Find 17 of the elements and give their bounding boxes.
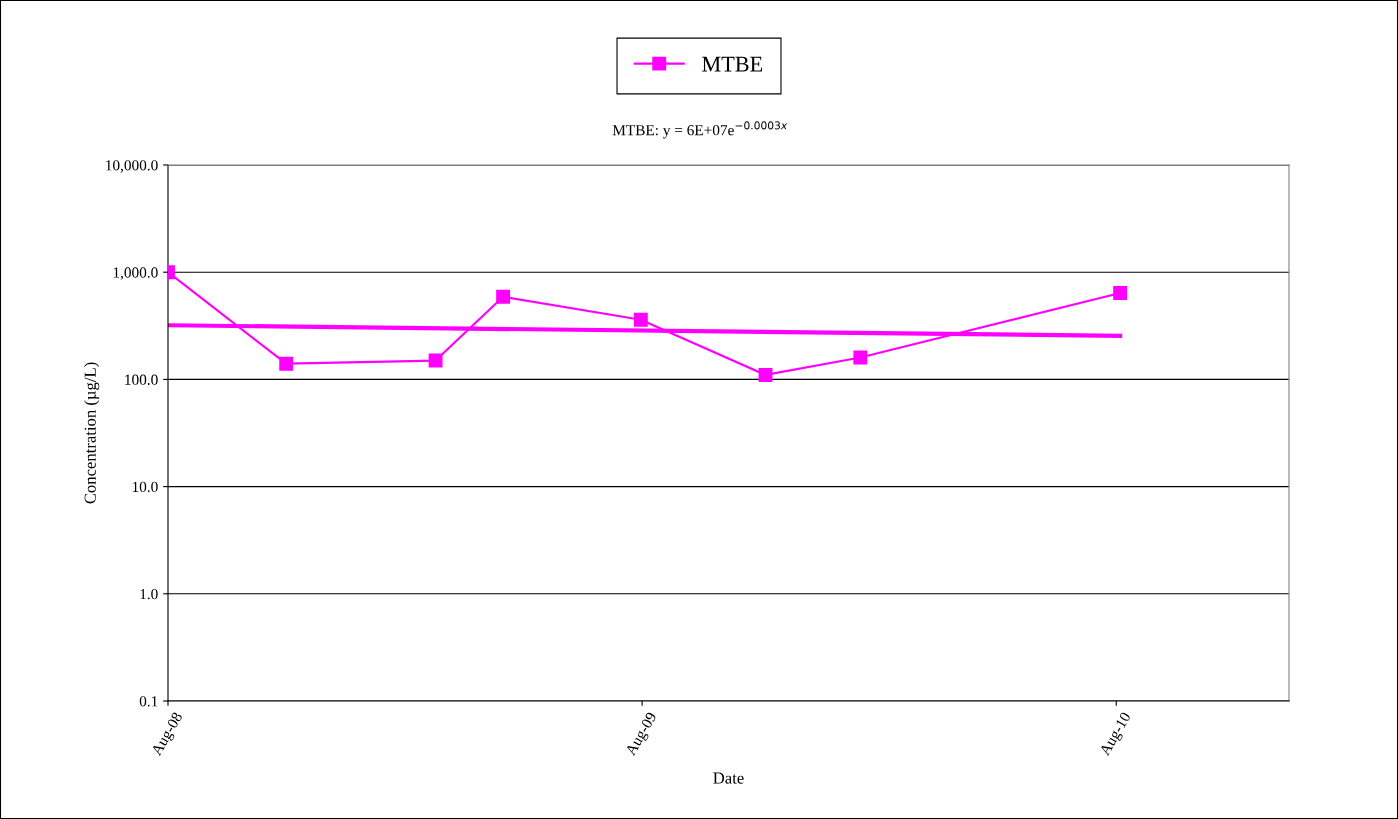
y-tick-label: 1,000.0 xyxy=(113,267,158,280)
point xyxy=(279,356,294,371)
y-tick-label: 0.1 xyxy=(139,696,158,707)
y-axis-title: Concentration (µg/L) xyxy=(84,362,100,504)
text: MTBE: y = 6E+07e$^{−0.0003x}$ xyxy=(612,121,788,139)
point xyxy=(853,350,868,365)
y-tick-label: 100.0 xyxy=(125,374,158,385)
point xyxy=(428,353,443,368)
point xyxy=(758,368,773,382)
y-tick-label: 10,000.0 xyxy=(106,160,158,173)
point xyxy=(496,289,511,304)
y-tick-label: 10.0 xyxy=(132,481,158,493)
y-tick-label: 1.0 xyxy=(140,588,158,600)
legend-label: MTBE xyxy=(702,56,763,72)
point xyxy=(1113,286,1128,300)
point xyxy=(633,312,648,327)
x-axis-title: Date xyxy=(713,772,744,784)
